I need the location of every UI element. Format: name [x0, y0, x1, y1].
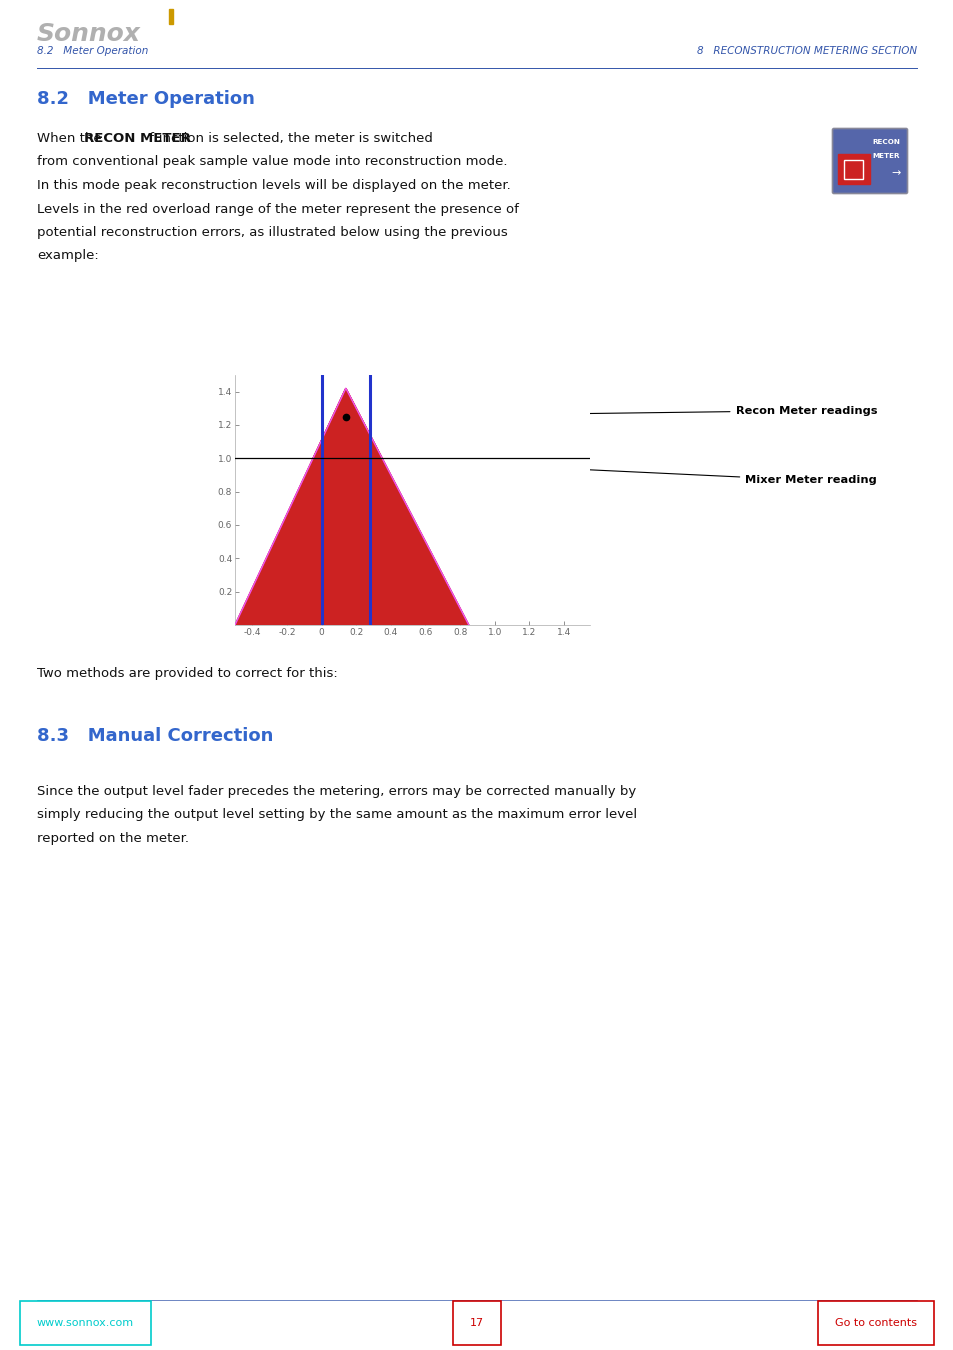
- Polygon shape: [234, 389, 468, 625]
- Text: RECON: RECON: [871, 139, 899, 144]
- Text: RECON METER: RECON METER: [84, 132, 191, 144]
- Text: reported on the meter.: reported on the meter.: [37, 832, 189, 845]
- Text: simply reducing the output level setting by the same amount as the maximum error: simply reducing the output level setting…: [37, 809, 637, 822]
- Text: function is selected, the meter is switched: function is selected, the meter is switc…: [145, 132, 432, 144]
- Text: 8   RECONSTRUCTION METERING SECTION: 8 RECONSTRUCTION METERING SECTION: [696, 46, 916, 55]
- Text: 8.3   Manual Correction: 8.3 Manual Correction: [37, 728, 274, 745]
- Text: Mixer Meter reading: Mixer Meter reading: [351, 459, 876, 486]
- Text: potential reconstruction errors, as illustrated below using the previous: potential reconstruction errors, as illu…: [37, 225, 507, 239]
- Text: from conventional peak sample value mode into reconstruction mode.: from conventional peak sample value mode…: [37, 155, 507, 169]
- Bar: [837, 154, 869, 184]
- Text: Sonnox: Sonnox: [37, 22, 141, 46]
- Text: 8.2   Meter Operation: 8.2 Meter Operation: [37, 46, 149, 55]
- Text: Recon Meter readings: Recon Meter readings: [351, 405, 876, 417]
- Text: →: →: [890, 167, 900, 178]
- Text: Two methods are provided to correct for this:: Two methods are provided to correct for …: [37, 667, 337, 680]
- Text: 8.2   Meter Operation: 8.2 Meter Operation: [37, 90, 254, 108]
- Bar: [843, 161, 862, 180]
- FancyBboxPatch shape: [832, 128, 906, 193]
- Text: In this mode peak reconstruction levels will be displayed on the meter.: In this mode peak reconstruction levels …: [37, 180, 510, 192]
- Text: www.sonnox.com: www.sonnox.com: [37, 1318, 134, 1328]
- Text: Levels in the red overload range of the meter represent the presence of: Levels in the red overload range of the …: [37, 202, 518, 216]
- Polygon shape: [313, 389, 382, 459]
- Text: Since the output level fader precedes the metering, errors may be corrected manu: Since the output level fader precedes th…: [37, 784, 636, 798]
- Text: example:: example:: [37, 250, 99, 262]
- Bar: [169, 9, 172, 23]
- Text: METER: METER: [871, 153, 899, 159]
- Text: 17: 17: [470, 1318, 483, 1328]
- Text: Go to contents: Go to contents: [834, 1318, 916, 1328]
- Text: When the: When the: [37, 132, 106, 144]
